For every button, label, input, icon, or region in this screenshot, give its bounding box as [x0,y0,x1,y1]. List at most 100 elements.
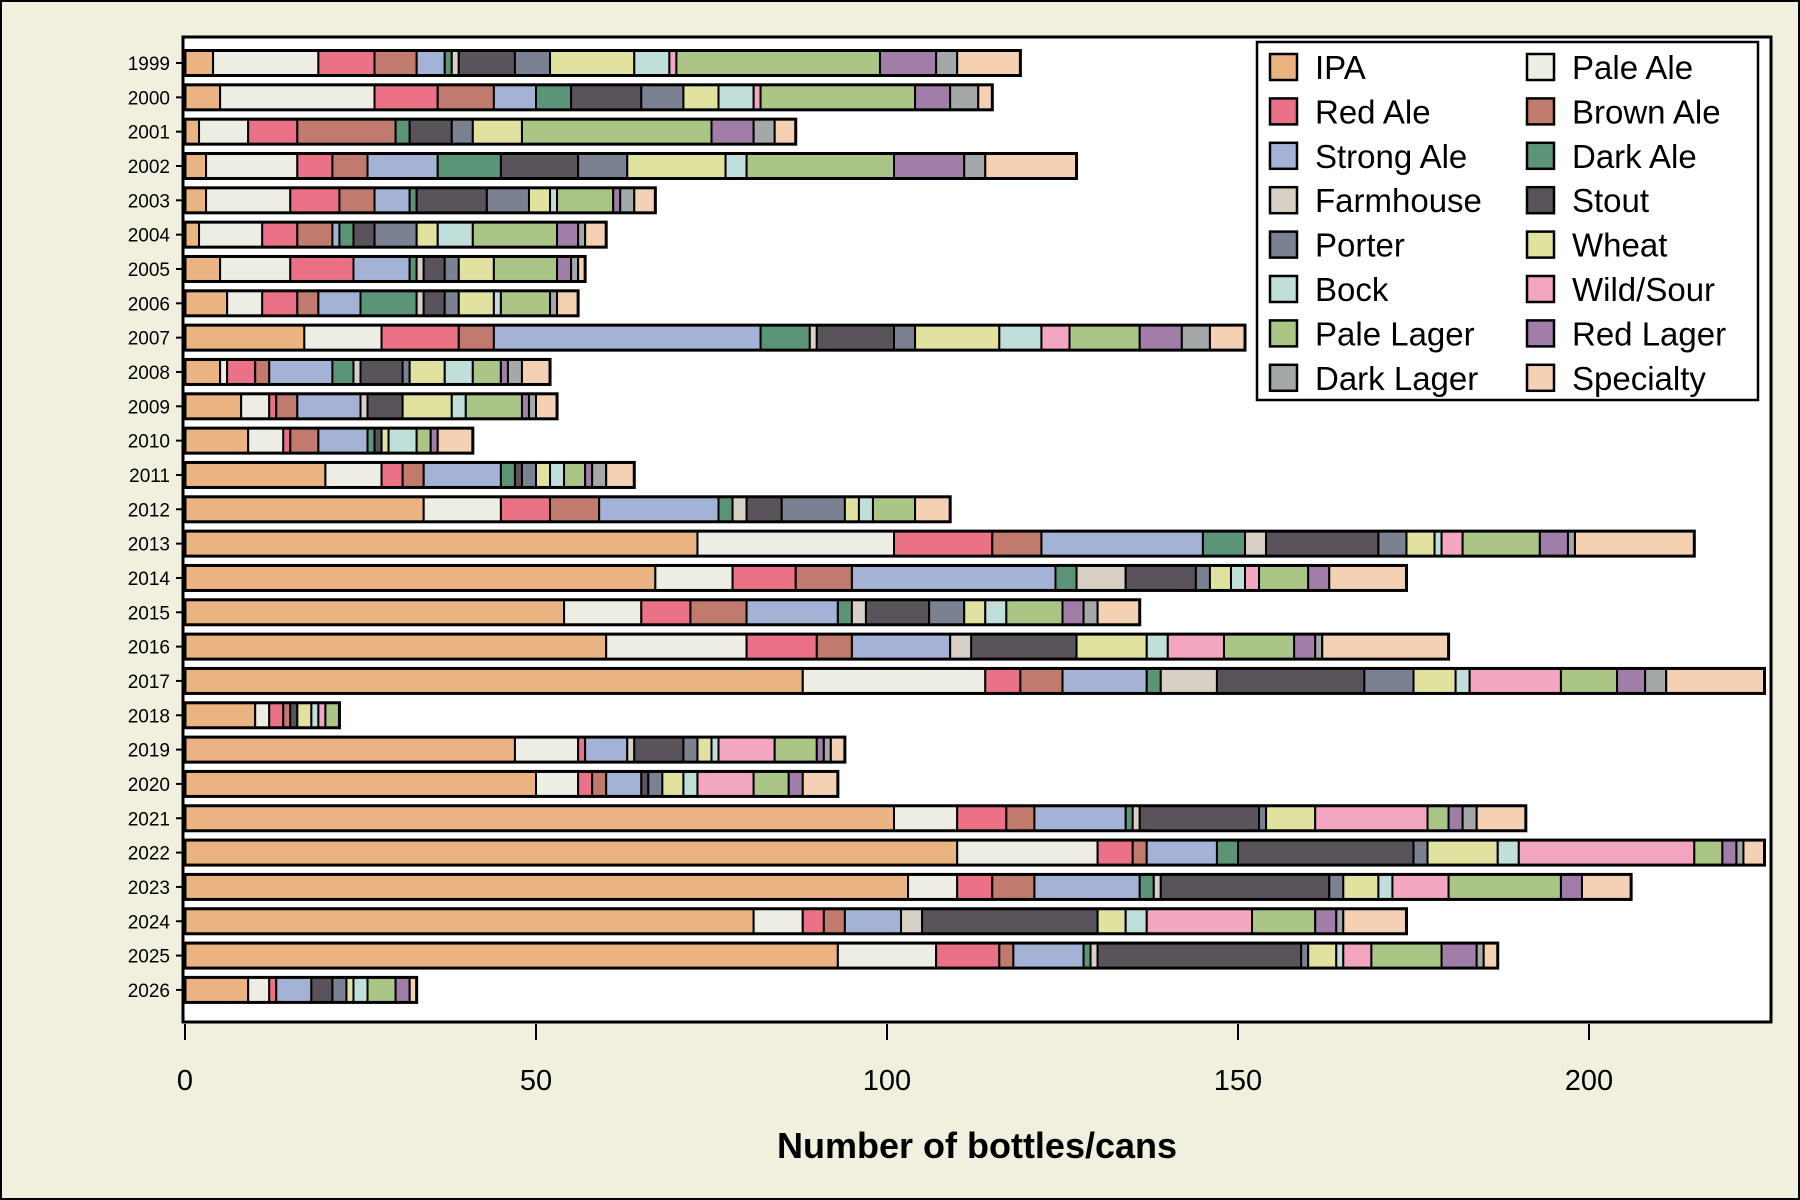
legend-label: Pale Ale [1572,49,1693,86]
segment-wild-sour-2007 [1040,324,1071,352]
bar-outline [183,220,608,249]
segment-strong-ale-2013 [1040,530,1204,558]
segment-pale-ale-2004 [198,221,264,249]
segment-dark-ale-2007 [759,324,811,352]
segment-porter-2006 [443,289,460,317]
segment-bock-2026 [352,976,369,1004]
segment-wheat-2021 [1265,804,1317,832]
y-tick-label: 2007 [128,329,170,350]
bar-outline [183,735,847,764]
segment-red-ale-2026 [268,976,278,1004]
segment-stout-2024 [921,907,1099,935]
segment-brown-ale-2007 [457,324,495,352]
y-tick-label: 2025 [128,947,170,968]
legend-item-wild-sour: Wild/Sour [1525,271,1715,308]
segment-wheat-2011 [535,461,552,489]
bar-2006 [183,289,580,318]
segment-dark-lager-2005 [570,255,580,283]
bar-2004 [183,220,608,249]
segment-dark-ale-2022 [1215,839,1239,867]
segment-brown-ale-2025 [998,942,1015,970]
segment-wild-sour-2016 [1166,633,1225,661]
segment-dark-lager-1999 [935,49,959,77]
segment-stout-2014 [1124,564,1197,592]
segment-pale-ale-2008 [219,358,229,386]
segment-pale-lager-2015 [1005,598,1064,626]
segment-pale-lager-2018 [324,701,341,729]
bar-outline [183,495,952,524]
segment-bock-2009 [450,392,467,420]
segment-stout-2010 [373,427,383,455]
segment-red-ale-2007 [380,324,460,352]
segment-bock-1999 [633,49,671,77]
y-tick-label: 2012 [128,500,170,521]
segment-dark-ale-2002 [436,152,502,180]
segment-stout-1999 [457,49,516,77]
segment-farmhouse-2009 [359,392,369,420]
segment-brown-ale-2010 [289,427,320,455]
legend-swatch [1268,141,1299,171]
segment-red-ale-2006 [261,289,299,317]
legend-item-farmhouse: Farmhouse [1268,182,1482,219]
segment-brown-ale-2006 [296,289,320,317]
bar-2014 [183,563,1408,592]
segment-wheat-2022 [1426,839,1499,867]
segment-pale-lager-2002 [745,152,896,180]
segment-stout-2000 [570,83,643,111]
segment-farmhouse-2019 [626,736,636,764]
segment-red-lager-1999 [878,49,938,77]
segment-specialty-1999 [956,49,1022,77]
legend-swatch [1525,230,1556,259]
segment-bock-2004 [436,221,474,249]
bar-outline [183,460,636,489]
segment-red-lager-2023 [1559,873,1583,901]
segment-bock-2025 [1335,942,1345,970]
segment-wild-sour-2013 [1440,530,1464,558]
segment-pale-lager-2025 [1370,942,1443,970]
segment-pale-ale-2026 [247,976,271,1004]
y-tick-label: 2008 [128,363,170,384]
legend-label: Dark Ale [1572,138,1697,175]
segment-brown-ale-2014 [794,564,853,592]
segment-porter-2026 [331,976,348,1004]
bar-outline [183,289,580,318]
segment-ipa-2022 [184,839,959,867]
segment-specialty-2024 [1342,907,1408,935]
segment-ipa-2002 [184,152,208,180]
segment-red-lager-2019 [815,736,825,764]
segment-bock-2013 [1433,530,1443,558]
segment-specialty-2007 [1208,324,1247,352]
segment-pale-ale-2010 [247,427,285,455]
segment-specialty-2020 [801,770,839,798]
legend-swatch [1525,141,1556,171]
legend-swatch [1268,52,1299,82]
segment-strong-ale-2020 [605,770,643,798]
bar-2015 [183,598,1142,627]
segment-strong-ale-2014 [850,564,1057,592]
segment-bock-2012 [857,495,874,523]
segment-porter-2017 [1363,667,1415,695]
segment-dark-ale-2003 [408,186,418,214]
segment-pale-lager-2008 [471,358,502,386]
segment-stout-2007 [815,324,896,352]
segment-ipa-2012 [184,495,425,523]
bar-outline [183,804,1528,833]
segment-red-ale-2024 [801,907,825,935]
segment-stout-2002 [499,152,580,180]
segment-porter-2020 [647,770,664,798]
segment-wheat-2002 [626,152,727,180]
segment-red-ale-2003 [289,186,341,214]
segment-red-ale-2002 [296,152,334,180]
segment-stout-2013 [1265,530,1380,558]
segment-dark-lager-2025 [1475,942,1485,970]
segment-pale-lager-2024 [1251,907,1317,935]
bar-outline [183,323,1247,352]
bar-2008 [183,357,552,386]
segment-strong-ale-2015 [745,598,839,626]
segment-pale-lager-2016 [1222,633,1296,661]
segment-wild-sour-2022 [1517,839,1696,867]
bar-2002 [183,151,1079,180]
segment-pale-lager-2010 [415,427,432,455]
segment-brown-ale-2013 [991,530,1043,558]
segment-ipa-2016 [184,633,608,661]
